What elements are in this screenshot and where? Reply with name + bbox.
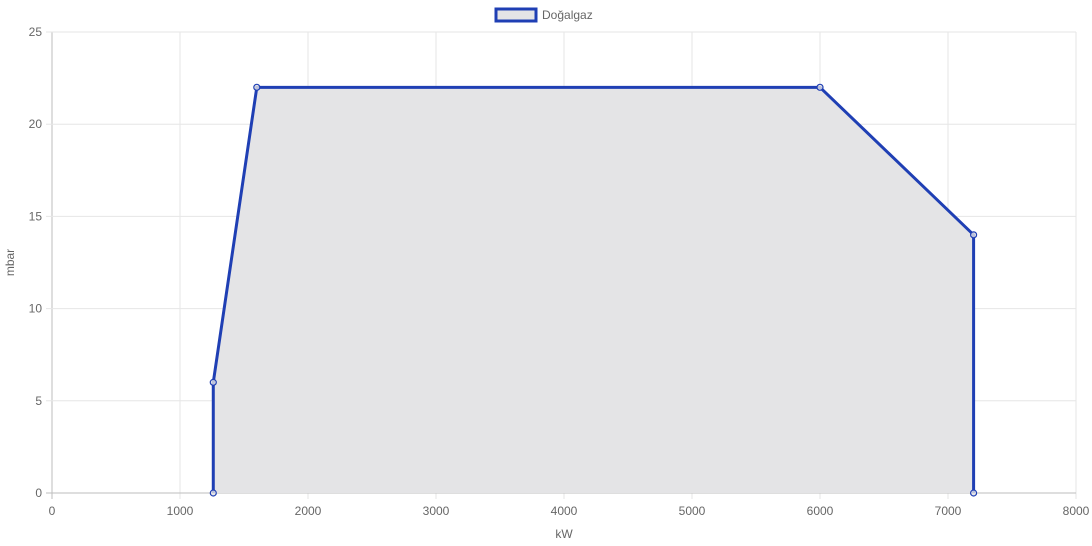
x-tick-label: 5000: [679, 504, 706, 518]
legend-swatch[interactable]: [494, 7, 538, 23]
series-line: [211, 85, 976, 493]
data-point[interactable]: [969, 231, 978, 239]
y-tick-label: 0: [35, 486, 42, 500]
x-tick-label: 8000: [1063, 504, 1090, 518]
y-tick-label: 20: [29, 117, 43, 131]
x-tick-label: 2000: [295, 504, 322, 518]
data-point[interactable]: [969, 489, 978, 497]
data-point[interactable]: [209, 489, 217, 497]
x-tick-label: 7000: [935, 504, 962, 518]
y-axis-title: mbar: [3, 249, 17, 276]
y-tick-label: 10: [29, 302, 43, 316]
y-tick-label: 15: [29, 209, 43, 223]
legend[interactable]: Doğalgaz: [494, 7, 593, 23]
x-tick-label: 3000: [423, 504, 450, 518]
x-axis-title: kW: [555, 527, 573, 541]
x-tick-label: 1000: [167, 504, 194, 518]
y-tick-label: 25: [29, 25, 43, 39]
x-tick-label: 4000: [551, 504, 578, 518]
axes: 0 1000 2000 3000 4000 5000 6000 7000 8000 0 5 10 15 2…: [29, 25, 1090, 518]
series-area: [213, 87, 974, 493]
y-tick-label: 5: [35, 394, 42, 408]
data-point[interactable]: [209, 378, 217, 386]
data-point[interactable]: [816, 83, 824, 91]
legend-label[interactable]: Doğalgaz: [542, 8, 593, 22]
x-tick-label: 0: [49, 504, 56, 518]
x-tick-label: 6000: [807, 504, 834, 518]
data-point[interactable]: [253, 83, 261, 91]
plot-area: [209, 83, 978, 497]
